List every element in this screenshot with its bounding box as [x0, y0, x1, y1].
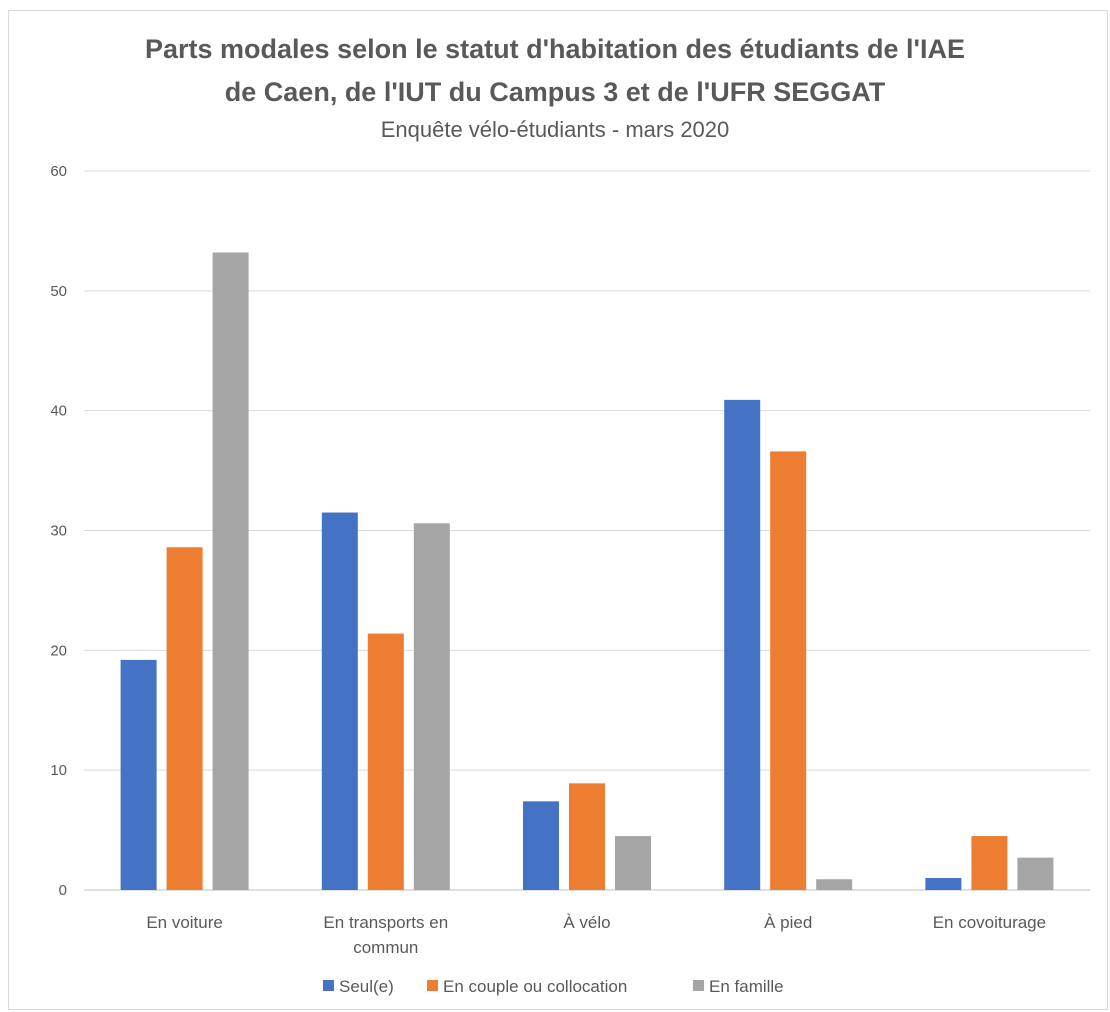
- y-tick-label: 20: [50, 642, 67, 659]
- x-category-label: En transports en: [323, 913, 448, 932]
- bar-seul-e--0: [120, 659, 157, 890]
- bar-en-couple-ou-collocation-2: [569, 783, 605, 890]
- bar-seul-e--4: [925, 878, 962, 890]
- y-axis-ticks: 0 10 20 30 40 50 60: [50, 163, 67, 899]
- bar-en-famille-3: [816, 879, 853, 890]
- bar-seul-e--2: [523, 801, 559, 890]
- bar-en-couple-ou-collocation-1: [367, 633, 404, 890]
- chart-title-line-2: de Caen, de l'IUT du Campus 3 et de l'UF…: [225, 77, 886, 107]
- bar-en-famille-2: [615, 836, 651, 890]
- x-axis-categories: En voiture En transports en commun À vélo À …: [146, 913, 1046, 957]
- bar-en-famille-0: [212, 252, 249, 890]
- x-category-label: commun: [353, 938, 418, 957]
- bar-en-couple-ou-collocation-0: [166, 547, 203, 890]
- legend: Seul(e) En couple ou collocation En famill…: [323, 977, 784, 996]
- x-category-label: À vélo: [563, 913, 610, 932]
- x-category-label: En voiture: [146, 913, 223, 932]
- x-category-label: En covoiturage: [933, 913, 1046, 932]
- chart-title-line-1: Parts modales selon le statut d'habitati…: [145, 34, 965, 64]
- legend-swatch: [427, 980, 438, 991]
- bar-en-famille-1: [413, 523, 450, 890]
- y-tick-label: 10: [50, 762, 67, 779]
- bar-en-couple-ou-collocation-3: [770, 451, 807, 890]
- y-tick-label: 60: [50, 163, 67, 180]
- y-tick-label: 30: [50, 523, 67, 540]
- x-category-label: À pied: [764, 913, 812, 932]
- legend-label: Seul(e): [339, 977, 394, 996]
- legend-label: En couple ou collocation: [443, 977, 627, 996]
- y-tick-label: 50: [50, 283, 67, 300]
- chart-title: Parts modales selon le statut d'habitati…: [145, 34, 965, 107]
- bar-en-couple-ou-collocation-4: [971, 836, 1008, 890]
- legend-swatch: [693, 980, 704, 991]
- bar-seul-e--1: [321, 512, 358, 890]
- legend-label: En famille: [709, 977, 784, 996]
- bars: [120, 252, 1054, 890]
- y-tick-label: 40: [50, 403, 67, 420]
- chart-subtitle: Enquête vélo-étudiants - mars 2020: [381, 117, 730, 142]
- gridlines: [84, 170, 1090, 891]
- bar-en-famille-4: [1017, 857, 1054, 890]
- bar-seul-e--3: [724, 399, 761, 890]
- legend-swatch: [323, 980, 334, 991]
- y-tick-label: 0: [59, 882, 67, 899]
